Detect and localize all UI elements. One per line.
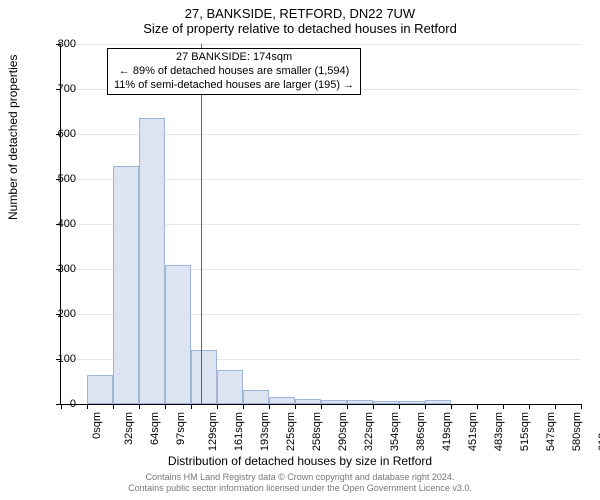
xtick-label: 483sqm: [493, 412, 505, 451]
xtick-mark: [529, 404, 530, 409]
xtick-mark: [581, 404, 582, 409]
xtick-mark: [347, 404, 348, 409]
xtick-mark: [399, 404, 400, 409]
histogram-bar: [191, 350, 217, 404]
xtick-mark: [165, 404, 166, 409]
xtick-mark: [555, 404, 556, 409]
xtick-mark: [217, 404, 218, 409]
xtick-label: 258sqm: [311, 412, 323, 451]
title-line-2: Size of property relative to detached ho…: [0, 21, 600, 36]
xtick-mark: [269, 404, 270, 409]
annotation-line-3: 11% of semi-detached houses are larger (…: [114, 79, 354, 93]
xtick-mark: [191, 404, 192, 409]
histogram-bar: [347, 400, 373, 404]
xtick-mark: [373, 404, 374, 409]
xtick-label: 322sqm: [363, 412, 375, 451]
gridline: [61, 44, 581, 45]
xtick-label: 225sqm: [285, 412, 297, 451]
xtick-mark: [477, 404, 478, 409]
xtick-label: 419sqm: [441, 412, 453, 451]
histogram-bar: [399, 401, 425, 404]
xtick-label: 32sqm: [123, 412, 135, 445]
histogram-bar: [373, 401, 399, 404]
annotation-box: 27 BANKSIDE: 174sqm ← 89% of detached ho…: [107, 48, 361, 95]
reference-line: [201, 44, 202, 404]
histogram-bar: [425, 400, 451, 405]
histogram-bar: [87, 375, 113, 404]
xtick-label: 515sqm: [519, 412, 531, 451]
ytick-label: 0: [36, 398, 76, 410]
xtick-mark: [425, 404, 426, 409]
histogram-bar: [321, 400, 347, 405]
chart-container: 27, BANKSIDE, RETFORD, DN22 7UW Size of …: [0, 0, 600, 500]
xtick-label: 193sqm: [259, 412, 271, 451]
xtick-mark: [295, 404, 296, 409]
histogram-bar: [139, 118, 165, 404]
xtick-label: 451sqm: [467, 412, 479, 451]
ytick-label: 500: [36, 173, 76, 185]
histogram-bar: [269, 397, 295, 404]
plot-area: 27 BANKSIDE: 174sqm ← 89% of detached ho…: [60, 44, 581, 405]
histogram-bar: [113, 166, 139, 405]
ytick-label: 400: [36, 218, 76, 230]
y-axis-label: Number of detached properties: [6, 55, 20, 220]
histogram-bar: [165, 265, 191, 405]
footer-line-2: Contains public sector information licen…: [0, 483, 600, 494]
ytick-label: 800: [36, 38, 76, 50]
histogram-bar: [217, 370, 243, 404]
xtick-label: 547sqm: [545, 412, 557, 451]
xtick-label: 580sqm: [571, 412, 583, 451]
histogram-bar: [243, 390, 269, 404]
annotation-line-1: 27 BANKSIDE: 174sqm: [114, 51, 354, 65]
title-line-1: 27, BANKSIDE, RETFORD, DN22 7UW: [0, 0, 600, 21]
ytick-label: 100: [36, 353, 76, 365]
xtick-mark: [139, 404, 140, 409]
xtick-mark: [321, 404, 322, 409]
ytick-label: 700: [36, 83, 76, 95]
xtick-label: 0sqm: [91, 412, 103, 439]
annotation-line-2: ← 89% of detached houses are smaller (1,…: [114, 65, 354, 79]
xtick-mark: [503, 404, 504, 409]
xtick-label: 129sqm: [207, 412, 219, 451]
xtick-label: 161sqm: [233, 412, 245, 451]
xtick-mark: [113, 404, 114, 409]
xtick-label: 97sqm: [175, 412, 187, 445]
xtick-label: 290sqm: [337, 412, 349, 451]
xtick-label: 354sqm: [389, 412, 401, 451]
ytick-label: 200: [36, 308, 76, 320]
footer: Contains HM Land Registry data © Crown c…: [0, 472, 600, 494]
x-axis-label: Distribution of detached houses by size …: [0, 454, 600, 468]
ytick-label: 600: [36, 128, 76, 140]
xtick-mark: [451, 404, 452, 409]
histogram-bar: [295, 399, 321, 404]
footer-line-1: Contains HM Land Registry data © Crown c…: [0, 472, 600, 483]
xtick-label: 386sqm: [415, 412, 427, 451]
xtick-mark: [243, 404, 244, 409]
ytick-label: 300: [36, 263, 76, 275]
xtick-label: 64sqm: [149, 412, 161, 445]
xtick-mark: [87, 404, 88, 409]
